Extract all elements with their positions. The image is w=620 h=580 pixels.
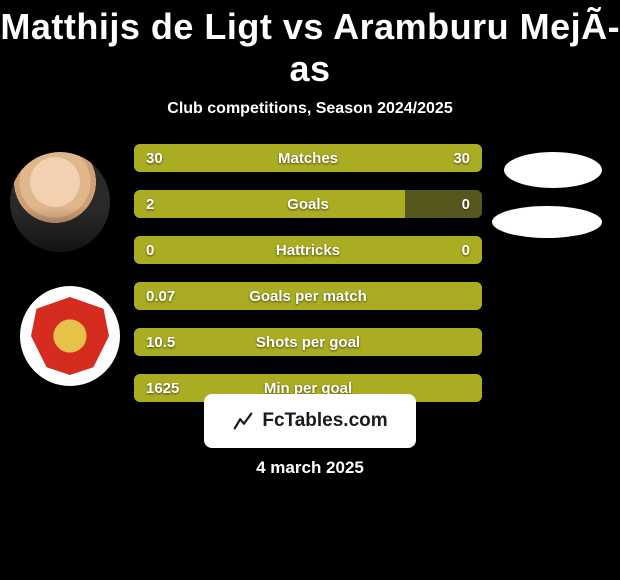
chart-icon: [232, 410, 254, 432]
subtitle: Club competitions, Season 2024/2025: [0, 100, 620, 118]
stat-row: 0.07Goals per match: [134, 282, 482, 310]
player-right-placeholder: [504, 152, 602, 188]
stat-row: 20Goals: [134, 190, 482, 218]
stat-label: Hattricks: [134, 236, 482, 264]
stat-label: Goals per match: [134, 282, 482, 310]
stat-label: Matches: [134, 144, 482, 172]
stat-row: 00Hattricks: [134, 236, 482, 264]
stat-rows: 3030Matches 20Goals 00Hattricks 0.07Goals p…: [134, 144, 482, 420]
source-badge-text: FcTables.com: [262, 410, 387, 432]
source-badge: FcTables.com: [204, 394, 416, 448]
club-left-crest: [20, 286, 120, 386]
stat-label: Shots per goal: [134, 328, 482, 356]
title: Matthijs de Ligt vs Aramburu MejÃ­as: [0, 6, 620, 90]
stat-row: 10.5Shots per goal: [134, 328, 482, 356]
stat-row: 3030Matches: [134, 144, 482, 172]
snapshot-date: 4 march 2025: [0, 458, 620, 478]
crest-shape: [31, 297, 109, 375]
stat-label: Goals: [134, 190, 482, 218]
comparison-card: Matthijs de Ligt vs Aramburu MejÃ­as Clu…: [0, 0, 620, 580]
club-right-placeholder: [492, 206, 602, 238]
player-left-avatar: [10, 152, 110, 252]
